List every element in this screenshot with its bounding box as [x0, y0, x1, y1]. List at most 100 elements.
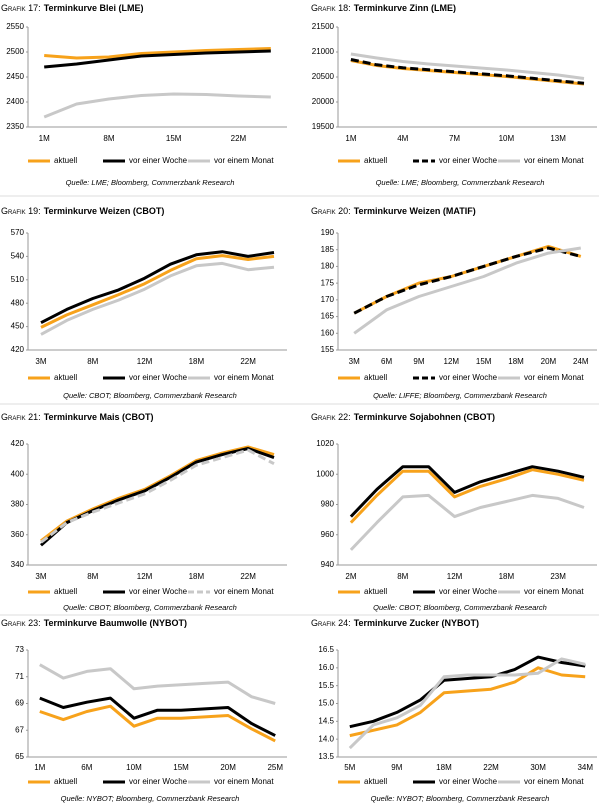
legend-label: vor einer Woche: [439, 373, 498, 382]
source-note: Quelle: LME; Bloomberg, Commerzbank Rese…: [376, 178, 545, 187]
y-tick-label: 13.5: [318, 752, 334, 761]
x-tick-label: 20M: [541, 357, 557, 366]
series-line: [39, 696, 276, 737]
x-tick-label: 18M: [436, 763, 452, 772]
y-tick-label: 1000: [316, 469, 334, 478]
y-tick-label: 510: [11, 275, 25, 284]
legend-label: vor einem Monat: [214, 777, 274, 786]
x-tick-label: 18M: [508, 357, 524, 366]
legend-label: vor einer Woche: [439, 587, 498, 596]
series-line: [39, 663, 276, 705]
chart-title: Grafik 18: Terminkurve Zinn (LME): [311, 3, 456, 13]
source-note: Quelle: LIFFE; Bloomberg, Commerzbank Re…: [373, 391, 547, 400]
source-note: Quelle: CBOT; Bloomberg, Commerzbank Res…: [63, 391, 237, 400]
chart-title: Grafik 24: Terminkurve Zucker (NYBOT): [311, 618, 479, 628]
x-tick-label: 12M: [444, 357, 460, 366]
series-line: [349, 468, 585, 524]
y-tick-label: 960: [321, 530, 335, 539]
x-tick-label: 4M: [397, 134, 408, 143]
series-line: [348, 657, 586, 750]
chart-name: Terminkurve Blei (LME): [44, 3, 144, 13]
chart-title: Grafik 19: Terminkurve Weizen (CBOT): [1, 206, 164, 216]
series-line: [44, 49, 271, 69]
y-tick-label: 380: [11, 500, 25, 509]
series-line: [44, 47, 271, 60]
series-line: [353, 246, 582, 315]
y-tick-label: 170: [321, 295, 335, 304]
y-tick-label: 185: [321, 245, 335, 254]
y-tick-label: 16.5: [318, 645, 334, 654]
series-line: [39, 704, 276, 743]
y-tick-label: 420: [11, 345, 25, 354]
y-tick-label: 940: [321, 560, 335, 569]
source-note: Quelle: LME; Bloomberg, Commerzbank Rese…: [66, 178, 235, 187]
x-tick-label: 15M: [476, 357, 492, 366]
y-tick-label: 360: [11, 530, 25, 539]
x-tick-label: 7M: [449, 134, 460, 143]
y-tick-label: 19500: [312, 122, 335, 131]
x-tick-label: 8M: [87, 572, 98, 581]
series-line: [43, 92, 271, 119]
chart-label: Grafik 21:: [1, 412, 41, 422]
legend-label: vor einem Monat: [214, 587, 274, 596]
chart-title: Grafik 23: Terminkurve Baumwolle (NYBOT): [1, 618, 187, 628]
chart-name: Terminkurve Zucker (NYBOT): [354, 618, 479, 628]
x-tick-label: 24M: [573, 357, 589, 366]
x-tick-label: 13M: [550, 134, 566, 143]
x-tick-label: 22M: [483, 763, 499, 772]
x-tick-label: 12M: [137, 357, 153, 366]
y-tick-label: 14.5: [318, 716, 334, 725]
legend-label: vor einer Woche: [439, 156, 498, 165]
y-tick-label: 2550: [6, 22, 24, 31]
y-tick-label: 340: [11, 560, 25, 569]
y-tick-label: 65: [15, 752, 24, 761]
y-tick-label: 20500: [312, 72, 335, 81]
legend-label: aktuell: [54, 777, 77, 786]
x-tick-label: 15M: [166, 134, 182, 143]
y-tick-label: 21000: [312, 47, 335, 56]
x-tick-label: 1M: [345, 134, 356, 143]
legend-label: vor einer Woche: [129, 587, 188, 596]
y-tick-label: 1020: [316, 439, 334, 448]
chart-title: Grafik 22: Terminkurve Sojabohnen (CBOT): [311, 412, 495, 422]
legend-label: vor einem Monat: [524, 373, 584, 382]
legend-label: vor einem Monat: [214, 373, 274, 382]
x-tick-label: 18M: [189, 572, 205, 581]
y-tick-label: 180: [321, 262, 335, 271]
chart-name: Terminkurve Zinn (LME): [354, 3, 456, 13]
chart-name: Terminkurve Mais (CBOT): [44, 412, 154, 422]
y-tick-label: 160: [321, 328, 335, 337]
series-line: [350, 52, 585, 80]
x-tick-label: 8M: [103, 134, 114, 143]
y-tick-label: 21500: [312, 22, 335, 31]
y-tick-label: 400: [11, 469, 25, 478]
y-tick-label: 155: [321, 345, 335, 354]
x-tick-label: 8M: [87, 357, 98, 366]
y-tick-label: 190: [321, 228, 335, 237]
y-tick-label: 165: [321, 312, 335, 321]
chart-title: Grafik 21: Terminkurve Mais (CBOT): [1, 412, 154, 422]
y-tick-label: 175: [321, 278, 335, 287]
series-line: [350, 58, 585, 85]
legend-label: vor einem Monat: [524, 777, 584, 786]
y-tick-label: 420: [11, 439, 25, 448]
y-tick-label: 15.5: [318, 681, 334, 690]
chart-label: Grafik 22:: [311, 412, 351, 422]
x-tick-label: 15M: [173, 763, 189, 772]
x-tick-label: 1M: [34, 763, 45, 772]
x-tick-label: 3M: [35, 572, 46, 581]
x-tick-label: 9M: [413, 357, 424, 366]
chart-name: Terminkurve Weizen (CBOT): [44, 206, 165, 216]
y-tick-label: 69: [15, 699, 24, 708]
y-tick-label: 14.0: [318, 734, 334, 743]
y-tick-label: 15.0: [318, 699, 334, 708]
x-tick-label: 22M: [231, 134, 247, 143]
chart-label: Grafik 17:: [1, 3, 41, 13]
y-tick-label: 480: [11, 298, 25, 307]
chart-label: Grafik 24:: [311, 618, 351, 628]
y-tick-label: 71: [15, 672, 24, 681]
x-tick-label: 10M: [126, 763, 142, 772]
legend-label: aktuell: [364, 156, 387, 165]
y-tick-label: 450: [11, 322, 25, 331]
